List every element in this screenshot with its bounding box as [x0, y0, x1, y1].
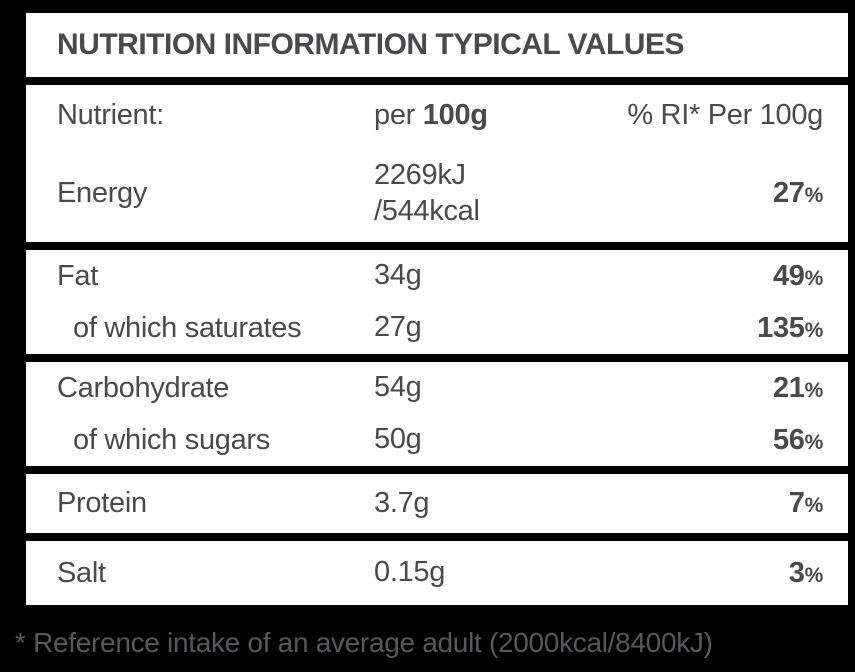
amount-line: 34g	[374, 259, 422, 292]
ri-number: 49	[772, 259, 805, 292]
table-title: NUTRITION INFORMATION TYPICAL VALUES	[57, 28, 685, 61]
ri-number: 56	[772, 423, 805, 456]
nutrient-group: Fat 34g 49% of which saturates 27g 135%	[26, 250, 848, 354]
nutrient-row: Fat 34g 49%	[26, 250, 848, 302]
nutrient-group: Protein 3.7g 7%	[26, 474, 848, 533]
ri-percent-sign: %	[804, 494, 824, 517]
amount-line: 3.7g	[374, 486, 430, 519]
amount-value: 3.7g	[374, 486, 789, 522]
nutrient-label: Fat	[57, 259, 98, 292]
ri-value: 3%	[789, 557, 848, 590]
nutrient-group: Salt 0.15g 3%	[26, 541, 848, 605]
ri-number: 3	[788, 556, 805, 589]
amount-value: 2269kJ/544kcal	[374, 158, 773, 230]
amount-value: 27g	[374, 310, 757, 346]
ri-value: 7%	[789, 487, 848, 520]
ri-value: 56%	[773, 424, 848, 457]
ri-number: 27	[772, 177, 805, 209]
column-header-per-100g: per 100g	[374, 99, 627, 132]
ri-value: 21%	[773, 372, 848, 405]
amount-value: 54g	[374, 370, 773, 406]
amount-line: 50g	[374, 423, 422, 456]
ri-number: 7	[788, 487, 805, 519]
ri-number: 135	[757, 311, 805, 344]
nutrient-row: of which sugars 50g 56%	[26, 414, 848, 466]
nutrient-group: Energy 2269kJ/544kcal 27%	[26, 145, 848, 242]
amount-value: 0.15g	[374, 555, 789, 591]
amount-value: 50g	[374, 422, 773, 458]
ri-value: 49%	[773, 260, 848, 293]
nutrient-label: Protein	[57, 487, 147, 519]
nutrient-row: of which saturates 27g 135%	[26, 302, 848, 354]
amount-line: /544kcal	[374, 194, 480, 227]
table-groups: Energy 2269kJ/544kcal 27% Fat 34g 49% of…	[26, 145, 848, 605]
ri-percent-sign: %	[804, 430, 824, 454]
nutrient-label: of which sugars	[73, 423, 270, 456]
column-header-row: Nutrient: per 100g % RI* Per 100g	[26, 85, 848, 145]
reference-intake-footnote: * Reference intake of an average adult (…	[15, 627, 713, 658]
nutrient-group: Carbohydrate 54g 21% of which sugars 50g…	[26, 362, 848, 466]
nutrient-row: Salt 0.15g 3%	[26, 541, 848, 605]
amount-value: 34g	[374, 258, 773, 294]
ri-percent-sign: %	[804, 318, 824, 342]
per-amount: 100g	[422, 98, 488, 131]
nutrient-label: Carbohydrate	[57, 371, 230, 404]
nutrition-table: NUTRITION INFORMATION TYPICAL VALUES Nut…	[26, 13, 848, 605]
column-header-nutrient: Nutrient:	[57, 98, 164, 131]
ri-value: 27%	[773, 177, 848, 210]
nutrient-label: of which saturates	[73, 311, 302, 344]
amount-line: 27g	[374, 311, 422, 344]
table-title-row: NUTRITION INFORMATION TYPICAL VALUES	[26, 13, 848, 77]
nutrient-row: Energy 2269kJ/544kcal 27%	[26, 145, 848, 242]
ri-percent-sign: %	[804, 184, 824, 207]
nutrient-row: Protein 3.7g 7%	[26, 474, 848, 533]
nutrient-label: Energy	[57, 177, 148, 209]
amount-line: 0.15g	[374, 556, 446, 589]
ri-percent-sign: %	[804, 266, 824, 290]
column-header-ri: % RI* Per 100g	[627, 98, 823, 131]
per-prefix: per	[374, 98, 423, 131]
ri-percent-sign: %	[804, 378, 824, 402]
amount-line: 2269kJ	[374, 158, 466, 191]
amount-line: 54g	[374, 371, 422, 404]
nutrient-label: Salt	[57, 556, 106, 589]
ri-number: 21	[772, 371, 805, 404]
ri-value: 135%	[757, 312, 848, 345]
ri-percent-sign: %	[804, 563, 824, 587]
nutrient-row: Carbohydrate 54g 21%	[26, 362, 848, 414]
